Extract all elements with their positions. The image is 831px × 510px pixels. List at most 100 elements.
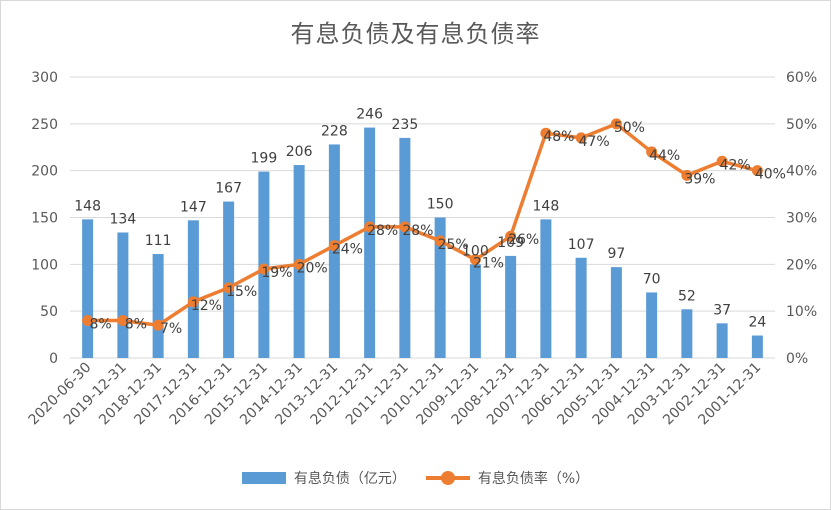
chart-title: 有息负债及有息负债率	[290, 20, 541, 48]
bar	[82, 219, 94, 358]
bar-data-label: 97	[607, 246, 625, 262]
y-right-tick-label: 40%	[786, 164, 817, 180]
bar-data-label: 150	[427, 197, 454, 213]
line-point	[540, 127, 552, 139]
line-point	[610, 118, 622, 130]
line-point	[505, 230, 517, 242]
line-point	[293, 258, 305, 270]
bar-data-label: 52	[678, 288, 696, 304]
y-right-tick-label: 60%	[786, 70, 817, 86]
line-point	[117, 315, 129, 327]
y-left-tick-label: 50	[40, 304, 58, 320]
line-point	[434, 235, 446, 247]
line-data-label: 12%	[191, 298, 222, 314]
y-right-tick-label: 0%	[786, 351, 808, 367]
bar-data-label: 148	[533, 198, 560, 214]
bar	[399, 137, 411, 358]
bar	[223, 201, 235, 358]
bar-data-label: 134	[110, 211, 137, 227]
legend-bar-swatch	[241, 472, 286, 484]
line-data-label: 47%	[579, 134, 610, 150]
y-left-tick-label: 250	[31, 117, 58, 133]
line-point	[681, 169, 693, 181]
bar-data-label: 107	[568, 237, 595, 253]
line-data-label: 25%	[438, 237, 469, 253]
bar-data-label: 199	[251, 151, 278, 167]
bar-data-label: 37	[713, 302, 731, 318]
line-data-label: 28%	[367, 223, 398, 239]
bar-data-label: 235	[392, 117, 419, 133]
bar	[575, 257, 587, 358]
bar	[540, 219, 552, 358]
bar-data-label: 24	[748, 315, 766, 331]
bar	[610, 267, 622, 358]
legend-line-swatch	[425, 471, 470, 485]
bar-data-label: 228	[321, 123, 348, 139]
bar-data-label: 206	[286, 144, 313, 160]
bar	[681, 309, 693, 358]
line-data-label: 24%	[332, 242, 363, 258]
bar	[187, 220, 199, 358]
line-point	[399, 221, 411, 233]
line-data-label: 28%	[402, 223, 433, 239]
bar-data-label: 100	[462, 243, 489, 259]
bar-data-label: 147	[180, 199, 207, 215]
line-point	[364, 221, 376, 233]
line-data-label: 50%	[614, 120, 645, 136]
line-point	[751, 165, 763, 177]
line-data-label: 7%	[160, 321, 182, 337]
bar	[117, 232, 129, 358]
bar	[646, 292, 658, 358]
line-data-label: 40%	[755, 167, 786, 183]
bar	[505, 255, 517, 358]
y-right-tick-label: 10%	[786, 304, 817, 320]
legend-item-bar: 有息负债（亿元）	[241, 468, 406, 488]
bar-data-label: 167	[215, 181, 242, 197]
line-point	[187, 296, 199, 308]
line-data-label: 8%	[90, 317, 112, 333]
legend-bar-label: 有息负债（亿元）	[293, 471, 406, 487]
line-point	[575, 132, 587, 144]
y-right-tick-label: 50%	[786, 117, 817, 133]
line-data-label: 44%	[649, 148, 680, 164]
line-point	[646, 146, 658, 158]
line-point	[469, 254, 481, 266]
bar-data-label: 111	[145, 233, 172, 249]
bar	[469, 264, 481, 358]
line-data-label: 15%	[226, 284, 257, 300]
bar	[434, 217, 446, 358]
y-left-tick-label: 150	[31, 211, 58, 227]
y-left-tick-label: 0	[49, 351, 58, 367]
bar	[152, 254, 164, 358]
bar	[716, 323, 728, 358]
bar	[328, 144, 340, 358]
line-point	[152, 319, 164, 331]
bar	[751, 335, 763, 358]
line-point	[223, 282, 235, 294]
line-data-label: 39%	[684, 171, 715, 187]
bar-data-label: 109	[497, 235, 524, 251]
legend-item-line: 有息负债率（%）	[425, 468, 590, 488]
line-point	[328, 240, 340, 252]
y-left-tick-label: 100	[31, 257, 58, 273]
bar-data-label: 148	[74, 198, 101, 214]
bar	[364, 127, 376, 358]
legend-line-marker	[440, 471, 455, 485]
bar-data-label: 246	[356, 107, 383, 123]
legend-line-label: 有息负债率（%）	[477, 471, 590, 487]
line-data-label: 8%	[125, 317, 147, 333]
line-data-label: 21%	[473, 256, 504, 272]
y-left-tick-label: 200	[31, 164, 58, 180]
line-data-label: 42%	[720, 157, 751, 173]
line-point	[716, 155, 728, 167]
y-right-tick-label: 20%	[786, 257, 817, 273]
series-line	[87, 122, 758, 327]
line-data-label: 19%	[261, 265, 292, 281]
line-point	[258, 263, 270, 275]
line-data-label: 26%	[508, 232, 539, 248]
bar-data-label: 70	[643, 271, 661, 287]
line-data-label: 48%	[543, 129, 574, 145]
line-data-label: 20%	[297, 260, 328, 276]
